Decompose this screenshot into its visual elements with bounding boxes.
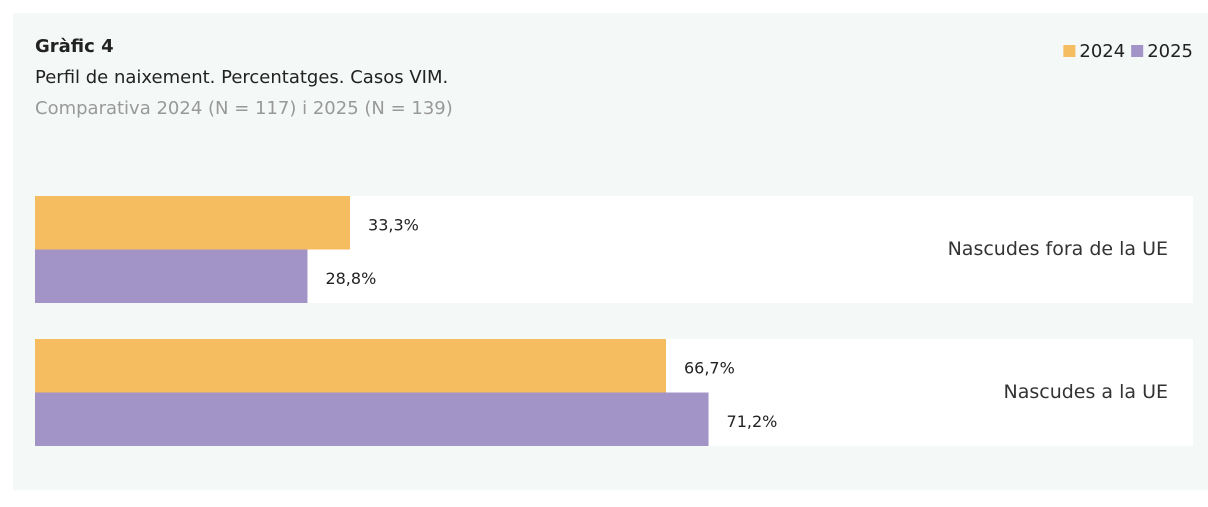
category-label: Nascudes a la UE: [1004, 381, 1169, 403]
bar: [35, 339, 666, 393]
value-label: 66,7%: [684, 358, 735, 377]
subtitle: Perfil de naixement. Percentatges. Casos…: [35, 67, 448, 88]
value-label: 71,2%: [727, 412, 778, 431]
chart-title: Gràfic 4: [35, 36, 114, 57]
bar: [35, 249, 308, 303]
value-label: 28,8%: [325, 269, 376, 288]
legend-label: 2024: [1079, 41, 1125, 62]
subtitle: Comparativa 2024 (N = 117) i 2025 (N = 1…: [35, 98, 453, 119]
legend-label: 2025: [1147, 41, 1193, 62]
bar: [35, 392, 709, 446]
category-label: Nascudes fora de la UE: [948, 238, 1168, 260]
legend-swatch: [1131, 45, 1144, 57]
bar: [35, 196, 351, 250]
value-label: 33,3%: [368, 215, 419, 234]
legend-swatch: [1063, 45, 1076, 57]
